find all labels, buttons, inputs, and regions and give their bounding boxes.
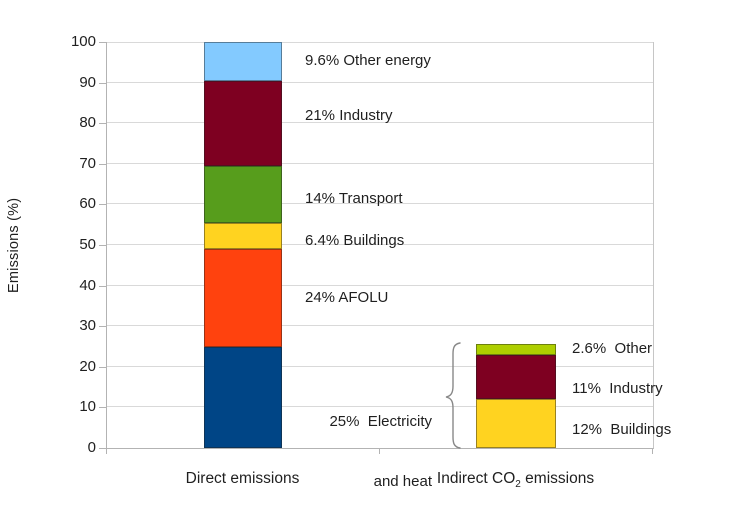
label-buildings-direct: 6.4% Buildings: [305, 232, 405, 249]
label-buildings-indirect: 12% Buildings: [572, 421, 672, 438]
gridline-30: [107, 325, 653, 327]
y-tick-70: [99, 163, 106, 165]
label-industry-direct: 21% Industry: [305, 107, 393, 124]
segment-direct-emissions-afolu: [204, 249, 282, 347]
y-tick-label-60: 60: [79, 195, 96, 213]
label-industry-indirect: 11% Industry: [572, 380, 663, 397]
x-label-indirect-emissions: Indirect CO2 emissions: [379, 469, 652, 490]
label-electricity-line1: 25% Electricity: [329, 413, 432, 430]
y-tick-label-50: 50: [79, 236, 96, 253]
gridline-10: [107, 406, 653, 408]
bar-indirect-co2-emissions: [476, 344, 556, 448]
segment-direct-emissions-transport: [204, 166, 282, 224]
y-tick-label-40: 40: [79, 276, 96, 294]
x-tick-0: [106, 449, 107, 454]
y-tick-label-0: 0: [87, 439, 96, 456]
y-tick-label-70: 70: [79, 154, 96, 172]
x-label-indirect-sub: 2: [515, 479, 521, 490]
y-tick-20: [99, 366, 106, 368]
segment-direct-emissions-buildings: [204, 223, 282, 250]
bar-direct-emissions: [204, 42, 282, 448]
gridline-80: [107, 122, 653, 124]
label-electricity-line2: and heat: [373, 473, 432, 490]
label-other-energy: 9.6% Other energy: [305, 52, 431, 69]
y-tick-label-80: 80: [79, 114, 96, 132]
y-tick-40: [99, 285, 106, 287]
gridline-60: [107, 203, 653, 205]
gridline-70: [107, 162, 653, 164]
y-tick-80: [99, 123, 106, 125]
y-tick-30: [99, 326, 106, 328]
gridline-20: [107, 365, 653, 367]
segment-indirect-co2-emissions-other: [476, 344, 556, 355]
y-axis-title: Emissions (%): [6, 197, 22, 293]
segment-direct-emissions-industry: [204, 81, 282, 167]
segment-indirect-co2-emissions-industry: [476, 354, 556, 400]
gridline-100: [107, 42, 653, 43]
x-label-direct-emissions: Direct emissions: [185, 470, 300, 487]
label-afolu: 24% AFOLU: [305, 289, 389, 306]
gridline-90: [107, 81, 653, 83]
gridline-50: [107, 244, 653, 245]
x-tick-2: [652, 449, 653, 454]
y-tick-50: [99, 245, 106, 246]
brace-icon: [445, 342, 461, 449]
x-tick-1: [379, 449, 380, 454]
plot-area: [106, 42, 654, 449]
label-transport: 14% Transport: [305, 190, 403, 207]
segment-direct-emissions-electricity-and-heat-production: [204, 346, 282, 448]
y-tick-10: [99, 407, 106, 409]
y-tick-0: [99, 448, 106, 449]
y-tick-label-100: 100: [70, 33, 96, 50]
gridline-40: [107, 284, 653, 286]
y-tick-label-20: 20: [79, 357, 96, 375]
y-tick-label-10: 10: [79, 398, 96, 416]
segment-indirect-co2-emissions-buildings: [476, 399, 556, 448]
segment-direct-emissions-other-energy: [204, 42, 282, 81]
label-electricity-heat: 25% Electricity and heat production: [280, 372, 432, 512]
y-tick-100: [99, 42, 106, 43]
y-tick-90: [99, 82, 106, 84]
label-other-indirect: 2.6% Other: [572, 340, 653, 357]
y-tick-label-30: 30: [79, 317, 96, 335]
y-tick-label-90: 90: [79, 73, 96, 91]
x-label-indirect-pre: Indirect CO: [436, 470, 516, 487]
y-tick-60: [99, 204, 106, 206]
x-label-indirect-post: emissions: [520, 470, 595, 487]
